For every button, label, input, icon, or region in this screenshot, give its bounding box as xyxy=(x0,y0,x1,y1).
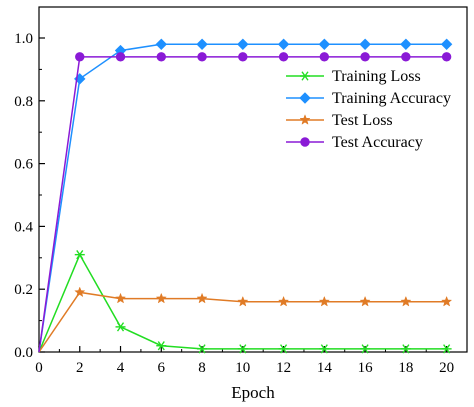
legend: Training Loss Training Accuracy Test Loss T… xyxy=(286,68,451,151)
x-tick-label: 14 xyxy=(317,360,333,376)
data-point xyxy=(277,38,290,50)
y-tick-label: 0.6 xyxy=(14,157,33,173)
y-tick-label: 0.8 xyxy=(14,94,33,110)
data-point xyxy=(400,38,412,50)
legend-item: Test Accuracy xyxy=(286,134,423,151)
data-point xyxy=(156,341,167,351)
x-tick-label: 0 xyxy=(35,360,43,376)
x-tick-label: 2 xyxy=(76,360,84,376)
x-axis: 0 2 4 6 8 10 12 14 16 18 20 xyxy=(35,346,454,376)
x-tick-label: 6 xyxy=(158,360,166,376)
y-tick-label: 0.0 xyxy=(14,345,33,361)
x-tick-label: 10 xyxy=(235,360,250,376)
series-training-loss xyxy=(38,250,452,354)
series-test-accuracy xyxy=(38,52,452,353)
data-point xyxy=(155,38,167,50)
x-tick-label: 16 xyxy=(358,360,374,376)
data-point xyxy=(74,250,85,260)
legend-marker xyxy=(299,114,311,125)
x-tick-label: 12 xyxy=(276,360,291,376)
legend-item: Training Loss xyxy=(286,68,421,85)
data-point xyxy=(237,295,249,307)
data-point xyxy=(74,286,86,298)
data-point xyxy=(75,52,85,62)
data-point xyxy=(196,292,208,304)
data-point xyxy=(441,52,452,62)
data-point xyxy=(319,344,330,354)
x-tick-label: 20 xyxy=(439,360,454,376)
data-point xyxy=(318,295,330,307)
series-layer xyxy=(38,38,453,354)
y-tick-label: 0.2 xyxy=(14,282,33,298)
legend-label: Test Accuracy xyxy=(332,134,423,151)
data-point xyxy=(441,344,452,354)
data-point xyxy=(277,295,290,307)
data-point xyxy=(360,52,370,62)
data-point xyxy=(278,344,289,354)
y-tick-label: 1.0 xyxy=(14,31,33,47)
data-point xyxy=(359,38,371,50)
data-point xyxy=(155,292,167,304)
y-axis: 0.0 0.2 0.4 0.6 0.8 1.0 xyxy=(14,31,45,361)
legend-marker xyxy=(299,92,311,104)
data-point xyxy=(196,38,208,50)
data-point xyxy=(115,52,126,62)
legend-marker xyxy=(300,71,310,81)
data-point xyxy=(115,322,126,332)
data-point xyxy=(156,52,166,62)
x-axis-title: Epoch xyxy=(231,383,275,402)
data-point xyxy=(400,295,412,307)
y-tick-label: 0.4 xyxy=(14,219,33,235)
series-test-loss xyxy=(38,286,453,353)
data-point xyxy=(114,292,127,304)
data-point xyxy=(278,52,289,62)
data-point xyxy=(237,38,249,50)
legend-label: Training Accuracy xyxy=(332,90,451,107)
data-point xyxy=(238,52,248,62)
x-tick-label: 4 xyxy=(117,360,125,376)
x-tick-label: 8 xyxy=(198,360,206,376)
legend-item: Test Loss xyxy=(286,112,393,129)
data-point xyxy=(360,344,371,354)
data-point xyxy=(237,344,248,354)
data-point xyxy=(401,52,411,62)
legend-label: Training Loss xyxy=(332,68,421,85)
series-training-accuracy xyxy=(38,38,453,353)
data-point xyxy=(197,52,207,62)
data-point xyxy=(440,38,453,50)
data-point xyxy=(319,52,330,62)
data-point xyxy=(318,38,331,50)
plot-frame xyxy=(38,6,468,353)
data-point xyxy=(359,295,371,307)
data-point xyxy=(400,344,411,354)
legend-marker xyxy=(300,137,310,147)
x-tick-label: 18 xyxy=(398,360,413,376)
data-point xyxy=(440,295,453,307)
legend-label: Test Loss xyxy=(332,112,393,129)
legend-item: Training Accuracy xyxy=(286,90,451,107)
data-point xyxy=(197,344,208,354)
